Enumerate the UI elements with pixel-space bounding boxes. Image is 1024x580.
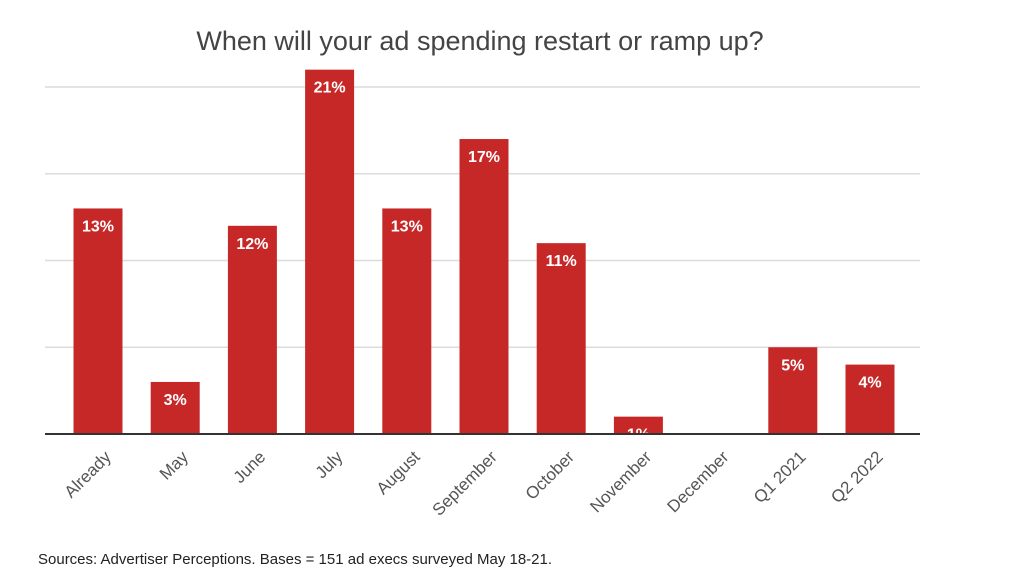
bar-june [227, 225, 277, 434]
bars [73, 69, 895, 435]
bar-september [459, 139, 509, 435]
bar-value-label: 3% [164, 392, 187, 409]
bar-value-label: 17% [468, 149, 500, 166]
bar-july [305, 69, 355, 435]
bar-value-label: 12% [236, 236, 268, 253]
bar-q1-2021 [768, 347, 818, 434]
source-note: Sources: Advertiser Perceptions. Bases =… [38, 551, 552, 568]
bar-q2-2022 [845, 364, 895, 434]
x-tick-label: June [230, 447, 270, 487]
x-tick-label: December [664, 447, 733, 516]
bar-value-label: 1% [627, 427, 650, 444]
x-tick-label: October [522, 447, 578, 503]
bar-value-label: 13% [82, 218, 114, 235]
x-tick-label: Already [61, 447, 116, 502]
x-tick-label: July [312, 447, 347, 482]
x-tick-label: Q2 2022 [827, 447, 887, 507]
x-tick-label: May [156, 447, 192, 483]
x-tick-label: November [586, 447, 655, 516]
bar-may [150, 381, 200, 434]
chart-title: When will your ad spending restart or ra… [196, 26, 763, 56]
bar-value-label: 21% [314, 80, 346, 97]
bar-value-labels: 13% 3% 12% 21% 13% 17% 11% 1% 5% 4% [82, 80, 882, 444]
bar-value-label: 5% [781, 357, 804, 374]
bar-value-label: 13% [391, 218, 423, 235]
x-tick-label: August [373, 447, 424, 498]
x-tick-label: September [429, 447, 501, 519]
bar-november [613, 416, 663, 434]
bar-already [73, 208, 123, 434]
bar-value-label: 4% [858, 375, 881, 392]
bar-august [382, 208, 432, 434]
x-tick-labels: Already May June July August September October… [61, 447, 887, 520]
bar-value-label: 11% [546, 253, 577, 270]
bar-october [536, 243, 586, 434]
x-tick-label: Q1 2021 [750, 447, 810, 507]
